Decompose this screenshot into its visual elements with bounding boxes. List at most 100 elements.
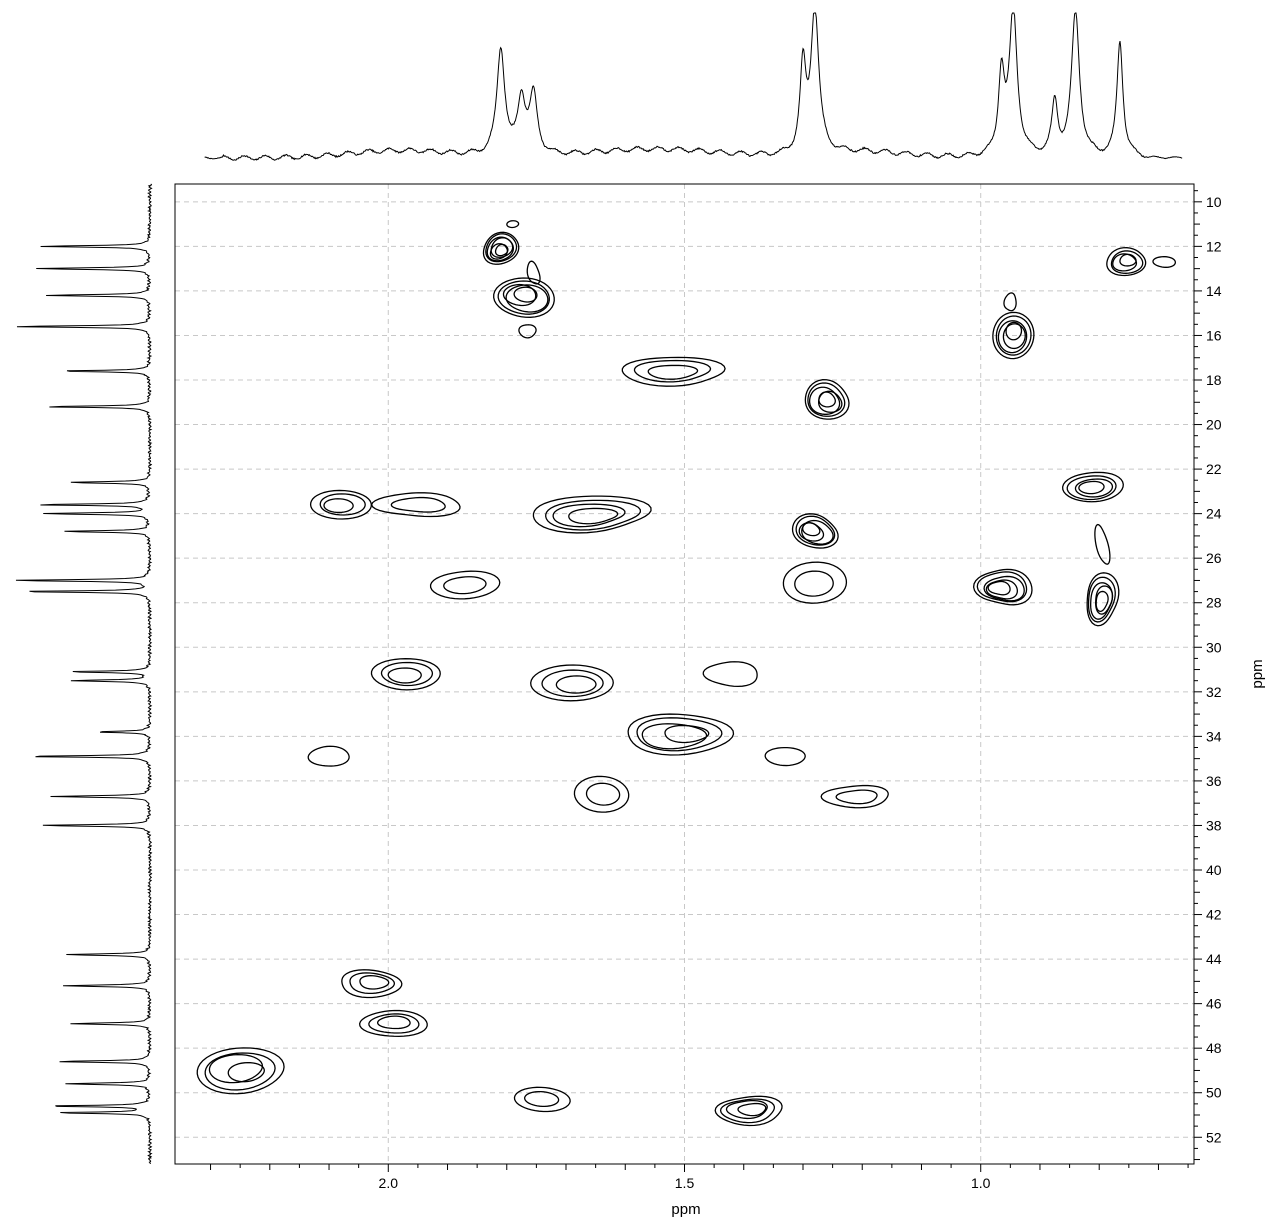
contour-level	[585, 782, 621, 806]
y-tick-label: 28	[1206, 595, 1222, 611]
cross-peak	[358, 1009, 428, 1037]
y-tick-label: 22	[1206, 461, 1222, 477]
contour-level	[636, 717, 723, 752]
cross-peak	[493, 277, 555, 318]
contour-level	[664, 724, 710, 744]
contour-level	[818, 391, 836, 408]
contour-level	[523, 1090, 560, 1108]
y-tick-label: 14	[1206, 283, 1222, 299]
contour-level	[1094, 523, 1111, 565]
contour-level	[1066, 475, 1117, 501]
contour-level	[502, 283, 537, 307]
y-tick-label: 40	[1206, 862, 1222, 878]
contour-level	[621, 356, 726, 387]
contour-level	[443, 576, 487, 595]
contour-level	[358, 1009, 428, 1037]
contour-level	[835, 789, 878, 805]
cross-peak	[621, 356, 726, 387]
cross-peak	[526, 260, 541, 285]
contour-level	[506, 220, 520, 229]
y-tick-label: 36	[1206, 773, 1222, 789]
contour-level	[541, 669, 604, 698]
contour-level	[1106, 247, 1147, 277]
contour-level	[370, 658, 441, 691]
y-tick-label: 52	[1206, 1129, 1222, 1145]
x-tick-label: 2.0	[379, 1175, 399, 1191]
cross-peak	[791, 513, 839, 549]
y-tick-label: 46	[1206, 996, 1222, 1012]
cross-peak	[196, 1047, 285, 1095]
contour-level	[983, 575, 1025, 602]
grid-layer	[175, 184, 1194, 1164]
contour-level	[370, 492, 461, 518]
contour-level	[429, 570, 501, 600]
contour-level	[555, 675, 597, 694]
contour-level	[995, 315, 1032, 356]
contour-level	[482, 231, 520, 265]
cross-peak	[518, 324, 537, 339]
contour-level	[552, 503, 626, 528]
contour-level	[568, 507, 619, 525]
y-tick-label: 32	[1206, 684, 1222, 700]
contour-level	[702, 661, 758, 688]
contour-level	[545, 499, 642, 531]
cross-peak	[702, 661, 758, 688]
y-tick-label: 12	[1206, 238, 1222, 254]
cross-peak	[1003, 292, 1017, 312]
contour-level	[319, 493, 366, 516]
contour-level	[494, 243, 509, 257]
contour-level	[817, 390, 843, 413]
cross-peak	[804, 379, 850, 420]
contour-level	[737, 1102, 767, 1117]
cross-peak	[513, 1086, 571, 1113]
cross-peak	[782, 561, 848, 604]
contour-level	[802, 522, 821, 537]
cross-peak	[530, 664, 614, 702]
cross-peak	[532, 495, 652, 534]
contour-level	[782, 561, 848, 604]
contour-level	[725, 1099, 768, 1120]
proton-projection	[204, 12, 1183, 161]
y-tick-label: 20	[1206, 417, 1222, 433]
contour-level	[323, 498, 354, 514]
contour-level	[997, 320, 1028, 354]
contour-level	[526, 260, 541, 285]
contour-level	[1119, 253, 1137, 267]
contour-level	[1078, 480, 1105, 495]
cross-peak	[714, 1095, 783, 1127]
x-tick-label: 1.0	[971, 1175, 991, 1191]
cross-peak	[992, 311, 1035, 360]
contour-level	[341, 969, 403, 999]
cross-peak	[573, 775, 630, 813]
x-axis-title: ppm	[671, 1201, 700, 1218]
contour-level	[1087, 576, 1116, 623]
contour-level	[204, 1052, 276, 1091]
y-tick-label: 50	[1206, 1085, 1222, 1101]
contour-level	[1095, 590, 1109, 613]
contour-level	[719, 1098, 776, 1124]
contour-level	[764, 746, 806, 767]
contour-level	[532, 495, 652, 534]
contour-level	[647, 364, 699, 380]
cross-peak	[972, 568, 1033, 606]
contour-level	[380, 661, 434, 687]
y-tick-label: 38	[1206, 817, 1222, 833]
contour-level	[808, 386, 841, 415]
contour-level	[359, 975, 390, 990]
contour-level	[1152, 256, 1176, 268]
proton-projection-trace	[204, 12, 1183, 161]
contour-level	[795, 515, 836, 546]
cross-peak	[341, 969, 403, 999]
contour-level	[972, 568, 1033, 606]
contour-level	[485, 233, 518, 263]
carbon-projection-trace	[15, 183, 153, 1165]
contour-level	[633, 359, 712, 383]
contour-level	[1062, 471, 1124, 503]
contour-level	[820, 784, 889, 809]
carbon-projection	[15, 183, 153, 1165]
contour-level	[801, 519, 834, 545]
contour-level	[1005, 321, 1023, 341]
y-tick-label: 24	[1206, 506, 1222, 522]
